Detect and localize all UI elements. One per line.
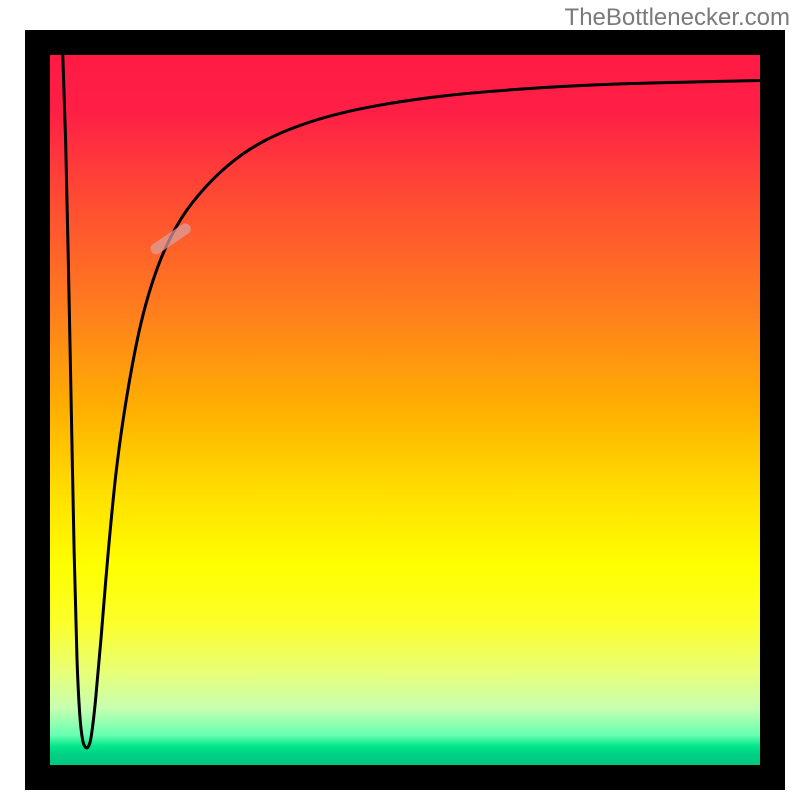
bottleneck-chart [25, 30, 785, 790]
watermark-text: TheBottlenecker.com [565, 4, 790, 32]
plot-border [25, 30, 785, 790]
